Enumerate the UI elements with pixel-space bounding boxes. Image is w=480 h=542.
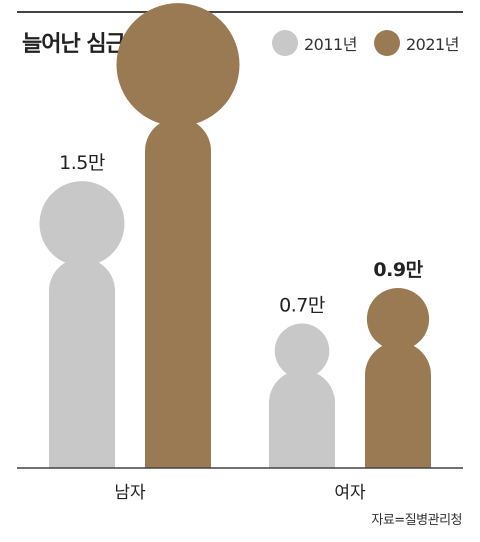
- legend-label-2011: 2011년: [304, 35, 357, 54]
- data-label-1-0: 0.7만: [279, 295, 325, 317]
- bar-head-1-1: [366, 287, 430, 351]
- legend-item-2011: 2011년: [272, 28, 357, 58]
- source-note: 자료=질병관리청: [371, 513, 462, 528]
- legend-swatch-2011: [272, 30, 298, 56]
- bar-head-0-0: [39, 181, 125, 267]
- data-label-0-0: 1.5만: [59, 152, 105, 174]
- bar-head-0-1: [116, 3, 240, 127]
- x-tick-label-1: 여자: [334, 483, 366, 503]
- bar-body-0-1: [145, 118, 211, 468]
- bar-body-1-0: [269, 370, 335, 468]
- data-label-1-1: 0.9만: [373, 259, 423, 281]
- legend-item-2021: 2021년: [374, 28, 459, 58]
- bar-head-1-0: [274, 323, 330, 379]
- legend-label-2021: 2021년: [406, 35, 459, 54]
- bar-body-0-0: [49, 258, 115, 468]
- legend-swatch-2021: [374, 30, 400, 56]
- bar-body-1-1: [365, 342, 431, 468]
- top-rule: [17, 11, 463, 13]
- x-tick-label-0: 남자: [114, 483, 146, 503]
